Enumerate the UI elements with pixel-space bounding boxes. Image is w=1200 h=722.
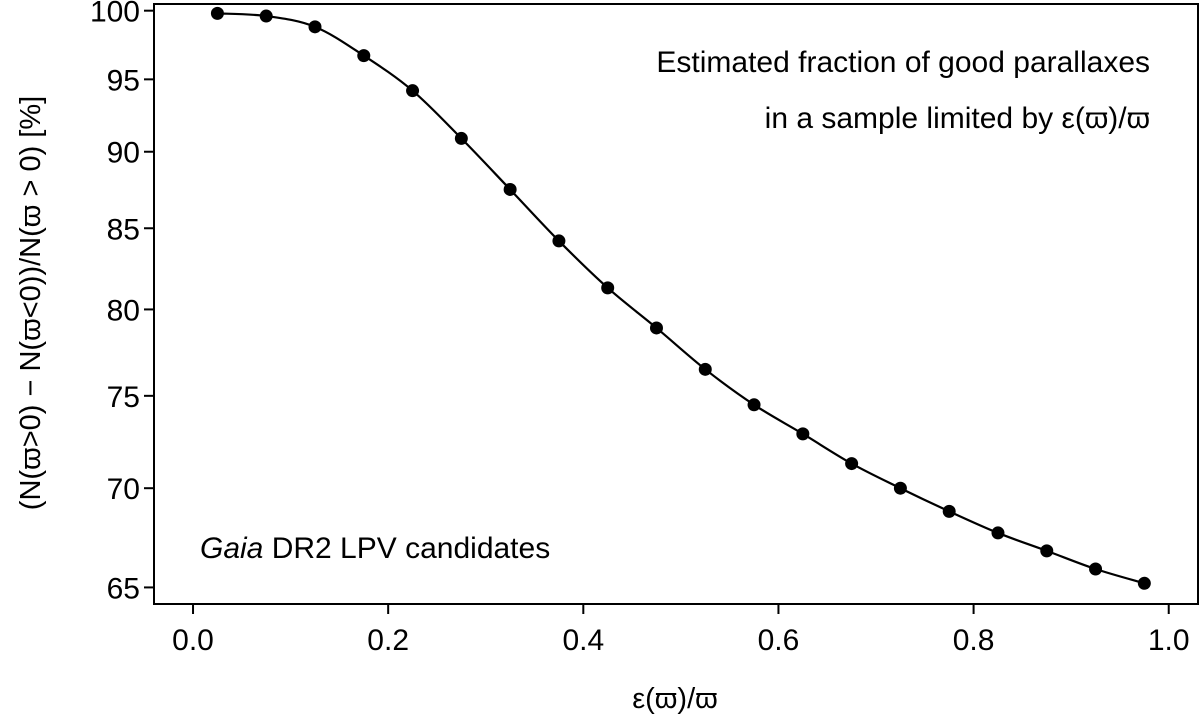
annotation-dataset-italic: Gaia xyxy=(200,532,263,565)
data-point xyxy=(893,481,907,495)
y-tick-label: 95 xyxy=(107,64,140,97)
data-point xyxy=(991,526,1005,540)
x-tick-label: 0.2 xyxy=(367,624,409,657)
data-point xyxy=(942,504,956,518)
data-point xyxy=(308,20,322,34)
y-tick-label: 85 xyxy=(107,213,140,246)
data-point xyxy=(845,457,859,471)
y-tick-label: 65 xyxy=(107,572,140,605)
data-point xyxy=(747,398,761,412)
annotation-title-line2: in a sample limited by ε(ϖ)/ϖ xyxy=(765,102,1150,135)
y-tick-label: 75 xyxy=(107,381,140,414)
plot-frame xyxy=(153,3,1199,605)
x-tick-label: 0.6 xyxy=(758,624,800,657)
data-point xyxy=(406,84,420,98)
data-point xyxy=(1040,544,1054,558)
x-tick-label: 0.0 xyxy=(172,624,214,657)
y-tick-label: 100 xyxy=(90,0,140,29)
x-tick-label: 0.8 xyxy=(953,624,995,657)
series-line xyxy=(217,12,1145,585)
y-axis-title: (N(ϖ>0) − N(ϖ<0))/N(ϖ > 0) [%] xyxy=(15,96,47,510)
annotation-dataset-rest: DR2 LPV candidates xyxy=(263,532,550,565)
data-point xyxy=(698,362,712,376)
data-series xyxy=(210,6,1151,590)
data-point xyxy=(1137,576,1151,590)
y-tick-label: 70 xyxy=(107,473,140,506)
y-tick-label: 80 xyxy=(107,294,140,327)
data-point xyxy=(649,321,663,335)
data-point xyxy=(552,234,566,248)
data-point xyxy=(259,9,273,23)
data-point xyxy=(357,49,371,63)
x-tick-label: 1.0 xyxy=(1148,624,1190,657)
data-point xyxy=(210,6,224,20)
axes: 0.0 0.2 0.4 0.6 0.8 1.0 65 70 75 80 85 90 95 100 xyxy=(90,0,1199,657)
data-point xyxy=(454,131,468,145)
data-point xyxy=(796,427,810,441)
data-point xyxy=(601,281,615,295)
x-axis-title: ε(ϖ)/ϖ xyxy=(632,683,718,715)
annotation-title-line1: Estimated fraction of good parallaxes xyxy=(656,46,1150,79)
x-tick-label: 0.4 xyxy=(562,624,604,657)
data-point xyxy=(503,182,517,196)
y-tick-label: 90 xyxy=(107,137,140,170)
annotation-dataset-label: Gaia DR2 LPV candidates xyxy=(200,532,550,565)
data-point xyxy=(1089,562,1103,576)
